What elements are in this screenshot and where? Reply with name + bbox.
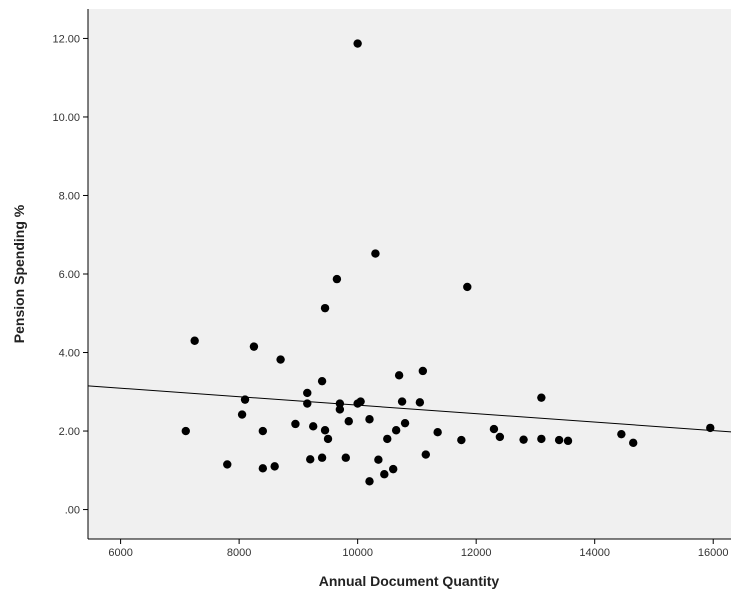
y-tick-label: 2.00 [59, 426, 80, 438]
data-point [394, 371, 404, 380]
data-point [391, 426, 401, 435]
x-axis-ticks: 6000 8000 10000 12000 14000 16000 [108, 539, 729, 559]
fit-line [87, 385, 731, 433]
y-tick-label: 10.00 [52, 112, 80, 124]
data-point [270, 462, 279, 471]
data-point [371, 249, 380, 258]
data-point [344, 417, 353, 426]
data-point [433, 428, 442, 437]
data-point [320, 303, 330, 313]
y-tick-label: .00 [65, 505, 80, 517]
y-axis-ticks: .00 2.00 4.00 6.00 8.00 10.00 12.00 [52, 33, 88, 517]
data-point [237, 410, 247, 419]
y-tick-label: 6.00 [59, 269, 80, 281]
data-point [389, 464, 398, 474]
data-point [537, 434, 546, 444]
data-point [519, 435, 528, 444]
y-axis-title: Pension Spending % [11, 204, 27, 343]
data-point [495, 432, 505, 442]
data-point [380, 470, 389, 479]
data-point [341, 453, 350, 462]
data-point [249, 342, 259, 351]
data-point [353, 39, 362, 48]
data-point [415, 398, 425, 407]
data-point [365, 415, 374, 424]
data-point [317, 453, 327, 462]
data-point [308, 422, 318, 431]
x-tick-label: 8000 [227, 547, 251, 559]
data-point [383, 434, 392, 444]
data-point [223, 460, 232, 469]
data-points [181, 39, 715, 486]
data-point [291, 419, 300, 429]
data-point [181, 426, 190, 436]
x-tick-label: 6000 [108, 547, 132, 559]
data-point [332, 274, 342, 284]
data-point [335, 399, 345, 408]
data-point [303, 399, 312, 408]
data-point [457, 435, 466, 445]
data-point [537, 393, 546, 402]
data-point [563, 436, 573, 446]
y-tick-label: 4.00 [59, 348, 80, 360]
x-tick-label: 14000 [579, 547, 610, 559]
y-tick-label: 12.00 [52, 33, 80, 45]
x-tick-label: 12000 [461, 547, 492, 559]
data-point [258, 464, 268, 473]
data-point [629, 438, 638, 448]
fit-line-layer [87, 385, 731, 433]
data-point [303, 388, 312, 398]
data-point [276, 355, 285, 364]
data-point [356, 397, 365, 406]
data-point [323, 434, 333, 444]
data-point [374, 455, 383, 464]
data-point [706, 423, 715, 433]
x-axis-title: Annual Document Quantity [319, 573, 500, 589]
data-point [489, 424, 499, 434]
data-point [554, 435, 564, 445]
x-tick-label: 16000 [698, 547, 729, 559]
x-tick-label: 10000 [342, 547, 373, 559]
data-point [240, 395, 250, 404]
data-point [397, 397, 407, 406]
data-point [400, 418, 410, 428]
plot-area [88, 9, 731, 539]
data-point [365, 477, 374, 486]
data-point [617, 429, 626, 439]
data-point [421, 450, 430, 459]
data-point [463, 282, 472, 292]
data-point [306, 455, 315, 464]
data-point [317, 376, 327, 386]
data-point [335, 405, 345, 414]
y-tick-label: 8.00 [59, 190, 80, 202]
data-point [190, 336, 199, 345]
data-point [418, 366, 428, 376]
data-point [320, 426, 330, 435]
data-point [258, 426, 268, 436]
